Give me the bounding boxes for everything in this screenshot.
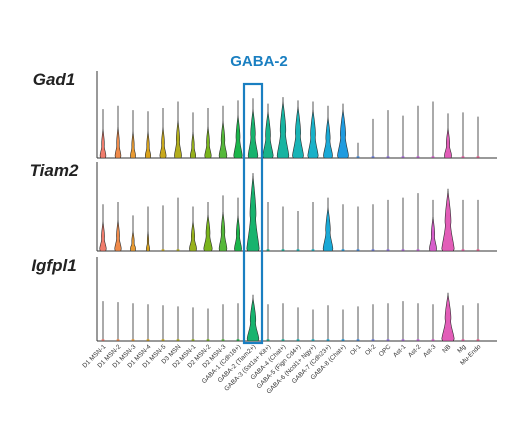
violin [174, 120, 182, 159]
violin [204, 126, 212, 159]
violin [233, 115, 243, 159]
x-tick-label: Ast-1 [392, 343, 408, 359]
x-tick-label: Ol-1 [349, 343, 363, 357]
violin [441, 294, 455, 342]
violin [218, 121, 228, 159]
violin [114, 220, 122, 252]
violin [159, 127, 167, 159]
violin [444, 128, 452, 159]
gene-label: Gad1 [33, 70, 76, 89]
gene-panel: Gad1 [33, 70, 497, 159]
gene-panel: Tiam2 [30, 161, 497, 252]
violin [203, 214, 213, 252]
violin [246, 298, 260, 342]
violin [218, 212, 228, 252]
violin [292, 106, 304, 159]
gene-label: Igfpl1 [31, 256, 76, 275]
x-tick-label: Ast-2 [407, 343, 423, 359]
violin [234, 215, 242, 252]
x-tick-label: OPC [378, 343, 393, 358]
violin [337, 109, 349, 159]
violin [322, 207, 334, 252]
violin [189, 132, 197, 159]
violin [99, 221, 107, 252]
highlight-label: GABA-2 [230, 53, 288, 70]
violin [429, 217, 437, 252]
violin [130, 231, 136, 252]
violin [247, 109, 259, 159]
gene-panel: Igfpl1 [31, 256, 497, 342]
violin [246, 176, 260, 252]
violin [144, 131, 152, 159]
violin [323, 117, 333, 159]
violin [276, 101, 290, 159]
violin [441, 190, 455, 252]
highlight-box [242, 82, 264, 345]
x-tick-label: Ol-2 [364, 343, 378, 357]
violin [262, 111, 274, 159]
violin [130, 131, 136, 159]
violin [307, 109, 319, 159]
x-tick-label: Mg [456, 343, 468, 355]
x-tick-label: Ast-3 [422, 343, 438, 359]
x-tick-label: NB [441, 343, 452, 354]
gene-label: Tiam2 [30, 161, 79, 180]
violin [99, 129, 107, 159]
violin [189, 221, 197, 252]
violin [146, 231, 150, 252]
violin [114, 127, 122, 159]
